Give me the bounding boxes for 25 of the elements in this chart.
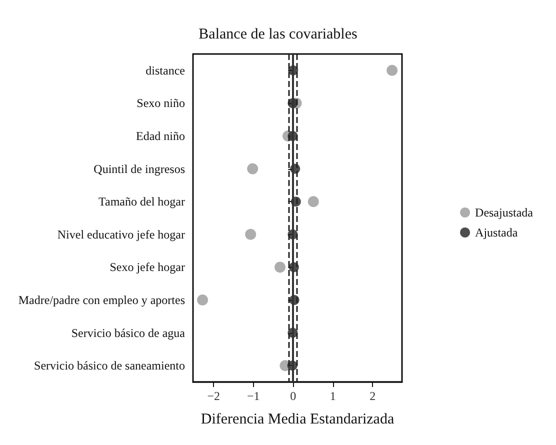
legend-label: Ajustada [475, 226, 518, 240]
y-tick-label: Tamaño del hogar [98, 194, 185, 209]
legend-label: Desajustada [475, 206, 534, 220]
chart-title: Balance de las covariables [198, 26, 358, 42]
point [247, 163, 258, 174]
point [386, 64, 398, 76]
point [274, 262, 286, 273]
point [308, 196, 319, 208]
x-tick-label: 1 [330, 389, 336, 403]
y-tick-label: Sexo niño [136, 96, 185, 110]
y-tick-label: Edad niño [136, 129, 185, 143]
x-tick-label: −1 [247, 389, 260, 403]
x-tick-label: 2 [370, 389, 376, 403]
y-tick-label: Sexo jefe hogar [110, 260, 185, 274]
y-tick-label: Quintil de ingresos [94, 162, 186, 176]
x-tick-label: 0 [290, 389, 296, 403]
x-tick-label: −2 [207, 389, 220, 403]
y-tick-label: Servicio básico de saneamiento [34, 358, 185, 373]
y-tick-label: Madre/padre con empleo y aportes [18, 293, 186, 307]
point [245, 228, 256, 240]
y-tick-label: Nivel educativo jefe hogar [57, 227, 185, 242]
point [197, 294, 208, 306]
y-tick-label: Servicio básico de agua [71, 326, 186, 340]
x-axis-title: Diferencia Media Estandarizada [200, 412, 394, 428]
y-tick-label: distance [146, 63, 185, 78]
